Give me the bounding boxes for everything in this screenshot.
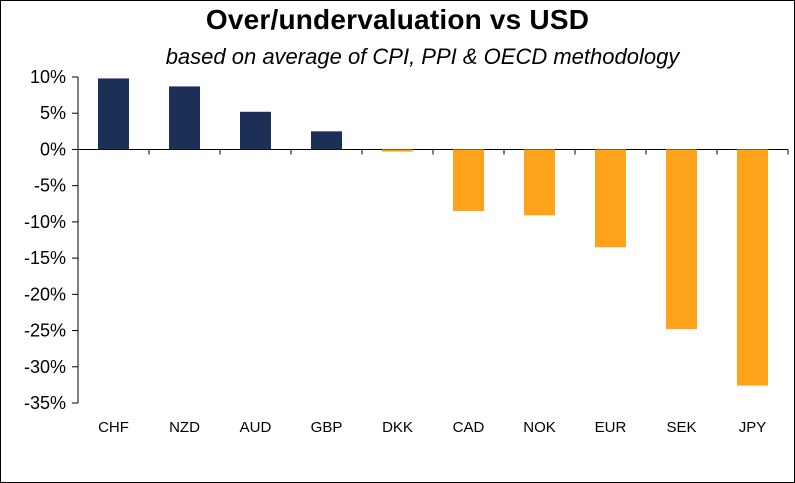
bar-nok xyxy=(524,149,555,216)
y-tick-label: -30% xyxy=(24,357,66,377)
x-category-label: NOK xyxy=(523,419,556,436)
x-category-label: EUR xyxy=(595,419,627,436)
x-category-label: CAD xyxy=(453,419,485,436)
chart-subtitle: based on average of CPI, PPI & OECD meth… xyxy=(165,44,680,69)
bar-dkk xyxy=(382,149,413,152)
bar-aud xyxy=(240,111,271,150)
bar-cad xyxy=(453,149,484,212)
y-tick-label: -20% xyxy=(24,284,66,304)
x-category-label: DKK xyxy=(382,419,413,436)
y-tick-label: -5% xyxy=(34,176,66,196)
y-tick-label: -35% xyxy=(24,393,66,413)
x-category-label: NZD xyxy=(169,419,200,436)
bar-nzd xyxy=(169,86,200,150)
y-tick-label: -25% xyxy=(24,321,66,341)
bar-sek xyxy=(666,149,697,330)
x-category-label: CHF xyxy=(98,419,129,436)
x-category-label: AUD xyxy=(240,419,272,436)
x-category-label: GBP xyxy=(311,419,343,436)
x-category-label: SEK xyxy=(666,419,696,436)
bar-eur xyxy=(595,149,626,248)
bar-jpy xyxy=(737,149,768,386)
x-category-label: JPY xyxy=(739,419,767,436)
y-tick-label: -15% xyxy=(24,248,66,268)
chart-title: Over/undervaluation vs USD xyxy=(205,4,590,35)
y-tick-label: 10% xyxy=(30,67,66,87)
bar-chf xyxy=(98,78,129,150)
y-tick-label: 0% xyxy=(40,139,66,159)
y-tick-label: -10% xyxy=(24,212,66,232)
y-tick-label: 5% xyxy=(40,103,66,123)
bar-gbp xyxy=(311,131,342,150)
